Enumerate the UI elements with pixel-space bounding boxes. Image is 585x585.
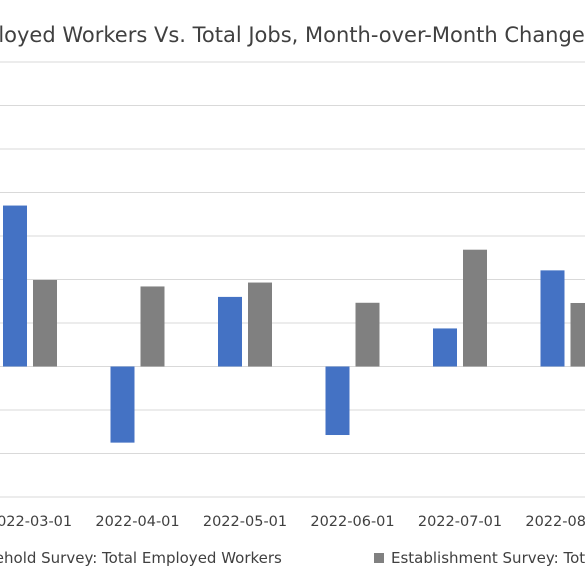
bar-series-1-2022-05-01: [218, 296, 242, 367]
bar-series-1-2022-06-01: [325, 366, 350, 436]
chart-title: Household Survey: Total Employed Workers…: [0, 23, 585, 47]
bar-series-2-2022-08-01: [570, 302, 585, 367]
bar-series-2-2022-05-01: [248, 282, 272, 367]
x-tick-label: 2022-03-01: [0, 514, 72, 530]
x-tick-label: 2022-07-01: [418, 514, 502, 530]
x-tick-label: 2022-05-01: [203, 514, 287, 530]
legend: Household Survey: Total Employed Workers…: [0, 549, 585, 567]
bar-series-2-2022-06-01: [355, 302, 380, 367]
bar-series-2-2022-04-01: [140, 286, 165, 367]
legend-swatch-2: [374, 553, 384, 563]
bar-series-1-2022-04-01: [110, 366, 135, 443]
x-tick-label: 2022-08-01: [525, 514, 585, 530]
bar-series-1-2022-07-01: [433, 328, 457, 367]
bar-series-2-2022-03-01: [33, 279, 57, 367]
x-tick-label: 2022-04-01: [95, 514, 179, 530]
gridlines: [0, 61, 585, 498]
bars: [3, 205, 585, 443]
legend-label-2: Establishment Survey: Total Jobs: [391, 549, 585, 567]
legend-label-1: Household Survey: Total Employed Workers: [0, 549, 282, 567]
bar-series-1-2022-08-01: [540, 270, 565, 367]
bar-series-1-2022-03-01: [3, 205, 27, 367]
x-axis-tick-labels: 2022-02-012022-03-012022-04-012022-05-01…: [0, 514, 585, 530]
bar-series-2-2022-07-01: [463, 249, 487, 367]
x-tick-label: 2022-06-01: [310, 514, 394, 530]
